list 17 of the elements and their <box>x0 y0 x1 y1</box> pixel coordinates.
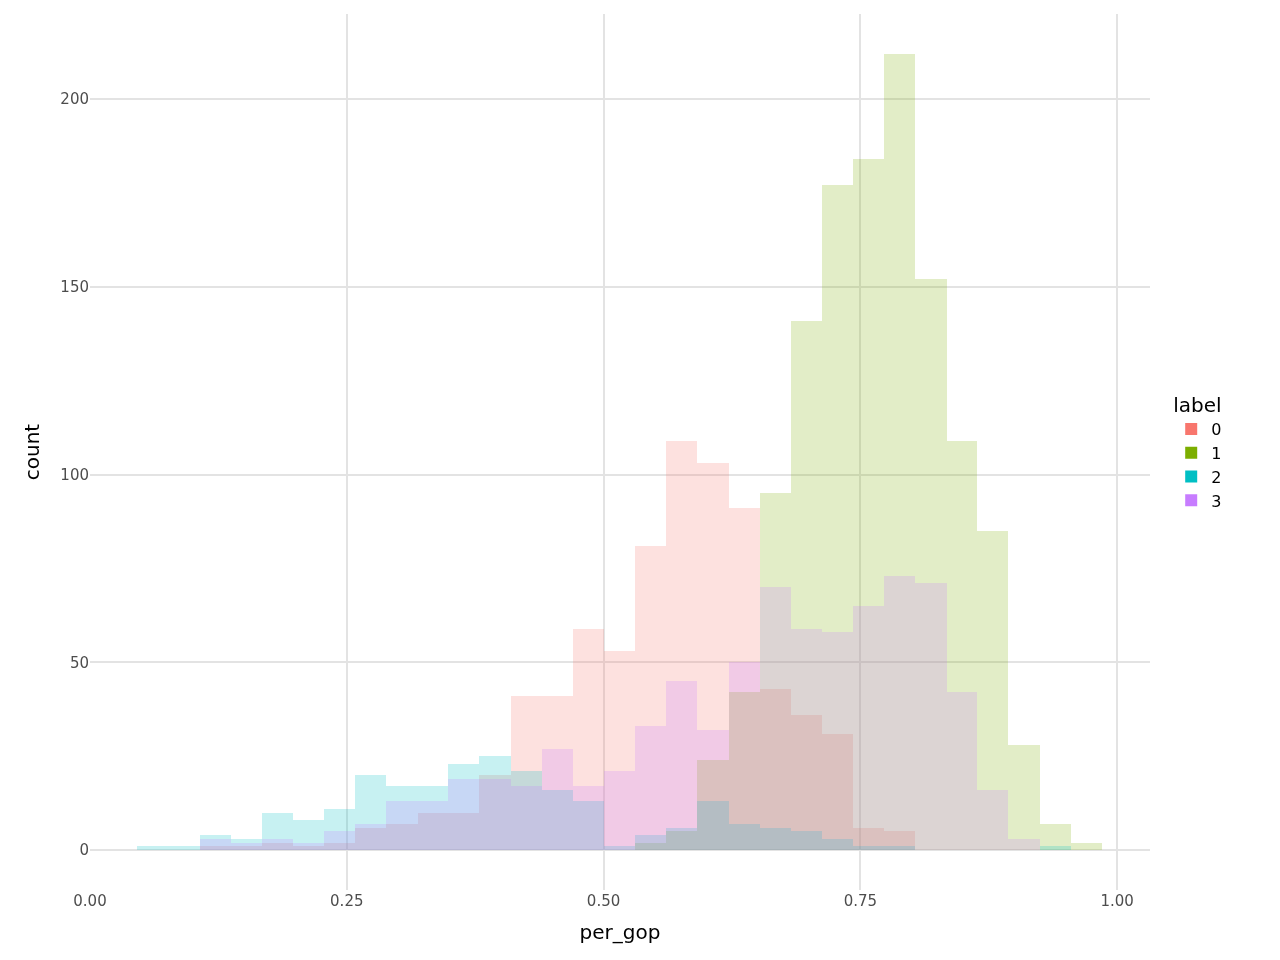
y-tick-label: 50 <box>69 653 89 672</box>
x-tick-label: 0.75 <box>843 892 878 910</box>
x-tick-label: 0.50 <box>586 892 621 910</box>
x-tick-label: 0.00 <box>73 892 107 910</box>
y-tick-label: 150 <box>60 277 89 296</box>
x-tick-label: 0.25 <box>330 892 364 910</box>
x-tick-label: 1.00 <box>1100 892 1134 910</box>
y-tick-label: 0 <box>79 841 89 860</box>
legend-title: label <box>1173 393 1222 417</box>
y-tick-label: 100 <box>60 465 89 484</box>
y-axis-title: count <box>19 423 44 481</box>
legend-label: 0 <box>1211 420 1222 440</box>
legend-label: 1 <box>1211 443 1222 463</box>
x-axis-title: per_gop <box>579 919 661 944</box>
legend-label: 2 <box>1211 467 1222 487</box>
legend-label: 3 <box>1211 491 1222 511</box>
y-tick-label: 200 <box>60 90 89 109</box>
